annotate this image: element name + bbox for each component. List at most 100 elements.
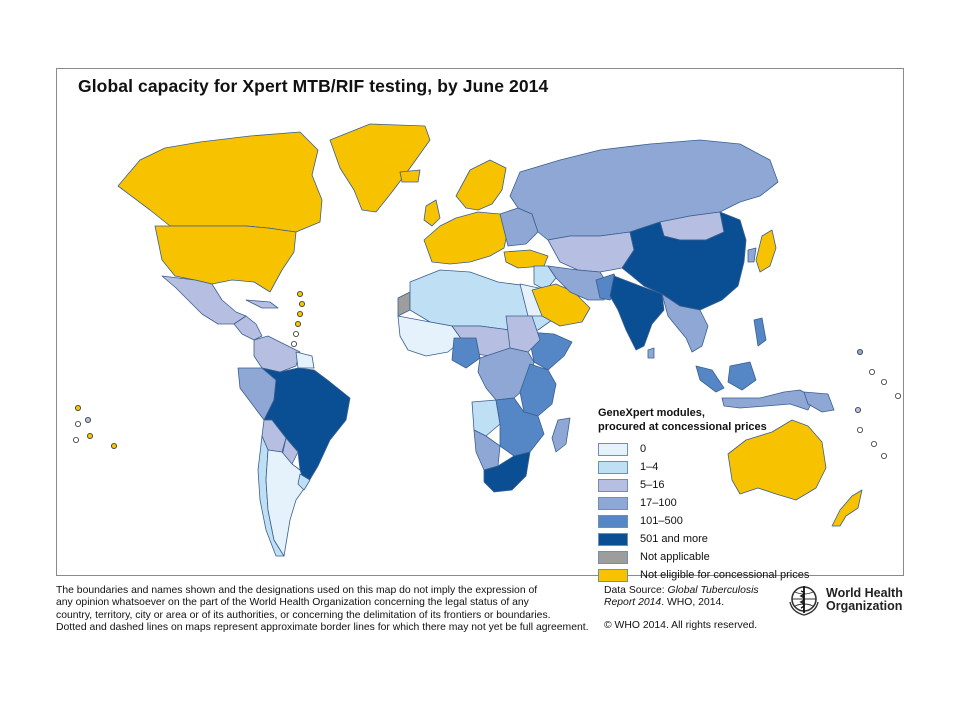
uruguay [297,473,311,491]
legend-item: Not eligible for concessional prices [598,566,809,584]
island-marker [871,440,878,447]
legend-label: Not eligible for concessional prices [640,569,810,581]
map-title: Global capacity for Xpert MTB/RIF testin… [78,76,549,96]
island-marker [296,310,303,317]
legend-label: 1–4 [640,461,659,473]
namibia-botswana [473,429,501,471]
legend-label: 0 [640,443,647,455]
turkey [503,249,549,269]
nigeria [451,337,481,369]
legend-label: 17–100 [640,497,677,509]
australia [727,419,827,501]
island-marker [857,348,864,355]
disclaimer-line: The boundaries and names shown and the d… [56,585,538,596]
who-emblem-icon [789,586,819,616]
central-america [233,315,263,341]
legend-label: Not applicable [640,551,710,563]
madagascar [551,417,571,453]
indonesia-borneo [727,361,757,391]
east-africa [519,363,557,417]
legend-swatch [598,442,628,456]
island-marker [292,330,299,337]
korea [747,247,757,263]
mexico [161,275,247,325]
russia [509,139,779,241]
island-marker [855,406,862,413]
legend-item: 1–4 [598,458,809,476]
island-marker [881,452,888,459]
island-marker [111,442,118,449]
scandinavia [455,159,507,211]
caribbean [245,299,279,309]
legend-label: 101–500 [640,515,683,527]
legend-item: 5–16 [598,476,809,494]
legend-item: Not applicable [598,548,809,566]
legend-item: 101–500 [598,512,809,530]
copyright: © WHO 2014. All rights reserved. [604,620,758,631]
new-zealand [831,489,863,527]
united-kingdom [423,199,441,227]
west-africa [397,315,463,357]
legend-item: 501 and more [598,530,809,548]
island-marker [895,392,902,399]
legend-title-line1: GeneXpert modules, [598,407,705,419]
data-source-prefix: Data Source: [604,585,668,596]
indonesia-east [721,389,815,411]
legend-label: 5–16 [640,479,665,491]
who-logo: World Health Organization [786,582,903,618]
island-marker [75,420,82,427]
island-marker [881,378,888,385]
legend-swatch [598,532,628,546]
argentina [265,449,307,557]
data-source: Data Source: Global Tuberculosis Report … [604,585,759,610]
data-source-title-part2: Report 2014 [604,597,662,609]
island-marker [294,320,301,327]
legend-item: 0 [598,440,809,458]
guianas [295,351,315,369]
legend-swatch [598,550,628,564]
papua-new-guinea [803,391,835,413]
data-source-title-part1: Global Tuberculosis [667,585,759,596]
legend-swatch [598,496,628,510]
island-marker [73,436,80,443]
southeast-asia [661,293,709,353]
island-marker [87,432,94,439]
who-name-line2: Organization [826,599,903,613]
disclaimer-line: any opinion whatsoever on the part of th… [56,597,529,609]
legend-swatch [598,514,628,528]
southeast-africa [495,397,545,457]
india [609,275,665,351]
legend-label: 501 and more [640,533,708,545]
sri-lanka [647,347,655,359]
island-marker [869,368,876,375]
world-map [73,123,902,557]
data-source-suffix: . WHO, 2014. [661,597,725,609]
united-states [154,225,297,293]
disclaimer-line: Dotted and dashed lines on maps represen… [56,622,589,634]
philippines [753,317,767,347]
legend-swatch [598,478,628,492]
iceland [399,169,421,183]
island-marker [75,404,82,411]
iran-pakistan [547,265,611,301]
legend-swatch [598,568,628,582]
western-sahara [397,291,411,317]
central-asia [547,231,635,273]
disclaimer: The boundaries and names shown and the d… [56,585,589,635]
island-marker [290,340,297,347]
indonesia-sumatra [695,365,725,393]
island-marker [298,300,305,307]
legend-item: 17–100 [598,494,809,512]
legend-swatch [598,460,628,474]
island-marker [296,290,303,297]
northern-south-america [253,335,301,373]
canada [117,131,323,233]
brazil [261,367,351,487]
south-africa [483,451,531,493]
china [621,211,747,311]
legend: GeneXpert modules, procured at concessio… [598,406,809,584]
island-marker [857,426,864,433]
sudan [505,315,541,353]
who-name-line1: World Health [826,586,903,600]
legend-title-line2: procured at concessional prices [598,421,767,433]
